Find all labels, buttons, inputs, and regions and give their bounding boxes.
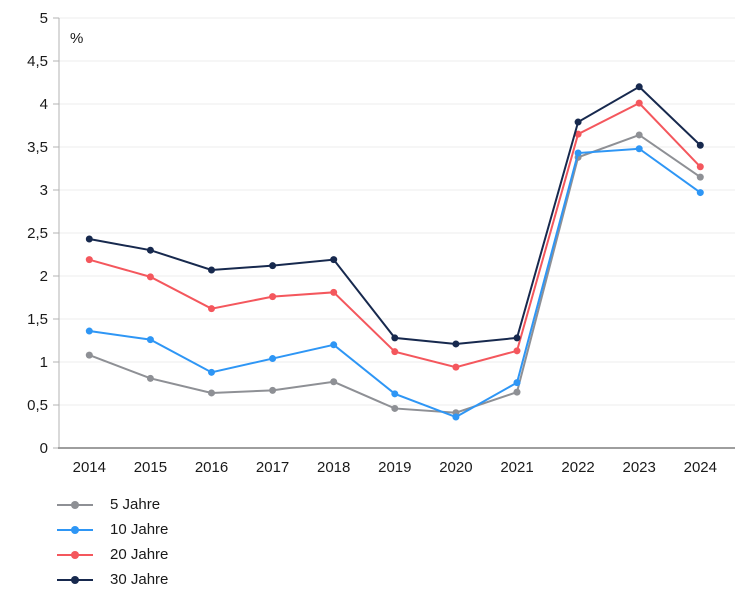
legend-dot (71, 575, 79, 584)
data-point-30-jahre (85, 235, 93, 243)
data-point-20-jahre (391, 348, 399, 356)
y-tick-label: 1,5 (27, 311, 48, 328)
data-point-5-jahre (146, 374, 154, 382)
data-point-20-jahre (146, 273, 154, 281)
data-point-30-jahre (208, 266, 215, 274)
legend-item: 20 Jahre (57, 542, 168, 567)
data-point-20-jahre (85, 256, 93, 264)
x-tick-label: 2021 (500, 459, 533, 476)
x-tick-label: 2014 (73, 459, 106, 476)
data-point-10-jahre (574, 149, 582, 157)
data-point-5-jahre (513, 388, 521, 396)
legend-label: 10 Jahre (110, 521, 169, 538)
data-point-20-jahre (452, 363, 460, 371)
data-point-10-jahre (513, 379, 521, 387)
y-tick-label: 4,5 (27, 53, 48, 70)
data-point-30-jahre (146, 246, 154, 254)
data-point-20-jahre (513, 347, 521, 355)
series-line-30-jahre (89, 85, 701, 345)
x-tick-label: 2020 (439, 459, 472, 476)
y-tick-label: 2,5 (27, 225, 48, 242)
legend-item: 30 Jahre (57, 567, 168, 592)
y-tick-label: 4 (40, 96, 48, 113)
series-line-10-jahre (89, 147, 701, 419)
data-point-5-jahre (208, 389, 215, 397)
data-point-20-jahre (635, 99, 643, 107)
data-point-5-jahre (330, 378, 338, 386)
data-point-10-jahre (635, 145, 643, 153)
y-tick-label: 3,5 (27, 139, 48, 156)
x-tick-label: 2016 (195, 459, 228, 476)
data-point-5-jahre (391, 404, 399, 412)
legend-label: 20 Jahre (110, 546, 169, 563)
data-point-30-jahre (574, 118, 582, 126)
x-tick-label: 2018 (317, 459, 350, 476)
legend-dot (71, 550, 79, 559)
data-point-10-jahre (696, 189, 704, 197)
y-tick-label: 2 (40, 268, 48, 285)
data-point-10-jahre (269, 355, 277, 363)
y-tick-label: 1 (40, 354, 48, 371)
data-point-30-jahre (635, 83, 643, 91)
chart-legend: 5 Jahre 10 Jahre 20 Jahre 30 Jahre (57, 492, 168, 592)
data-point-20-jahre (330, 288, 338, 296)
x-tick-label: 2019 (378, 459, 411, 476)
data-point-20-jahre (269, 293, 277, 301)
y-tick-label: 3 (40, 182, 48, 199)
data-point-5-jahre (635, 131, 643, 139)
data-point-5-jahre (269, 386, 277, 394)
data-point-10-jahre (85, 327, 93, 335)
y-tick-label: 5 (40, 10, 48, 27)
legend-dot (71, 525, 79, 534)
data-point-30-jahre (452, 340, 460, 348)
data-point-10-jahre (452, 413, 460, 421)
legend-dot (71, 500, 79, 509)
legend-label: 30 Jahre (110, 571, 169, 588)
legend-item: 5 Jahre (57, 492, 168, 517)
data-point-30-jahre (696, 141, 704, 149)
x-tick-label: 2017 (256, 459, 289, 476)
legend-marker-icon (57, 542, 93, 567)
x-tick-label: 2022 (561, 459, 594, 476)
y-tick-label: 0 (40, 440, 48, 457)
y-axis-unit-label: % (70, 30, 84, 47)
data-point-10-jahre (146, 336, 154, 344)
data-point-30-jahre (330, 256, 338, 264)
legend-marker-icon (57, 492, 93, 517)
data-point-30-jahre (513, 334, 521, 342)
x-tick-label: 2023 (623, 459, 656, 476)
data-point-30-jahre (269, 262, 277, 270)
series-line-20-jahre (89, 101, 702, 369)
data-point-10-jahre (391, 390, 399, 398)
y-tick-label: 0,5 (27, 397, 48, 414)
x-tick-label: 2015 (134, 459, 167, 476)
data-point-20-jahre (208, 305, 215, 313)
data-point-20-jahre (696, 163, 704, 171)
series-line-5-jahre (88, 133, 701, 414)
data-point-5-jahre (85, 351, 93, 359)
legend-marker-icon (57, 517, 93, 542)
data-point-30-jahre (391, 334, 399, 342)
data-point-5-jahre (696, 173, 704, 181)
data-point-20-jahre (574, 130, 582, 138)
legend-item: 10 Jahre (57, 517, 168, 542)
legend-marker-icon (57, 567, 93, 592)
x-tick-label: 2024 (684, 459, 717, 476)
data-point-10-jahre (330, 341, 338, 349)
legend-label: 5 Jahre (110, 496, 161, 513)
data-point-10-jahre (208, 368, 215, 376)
